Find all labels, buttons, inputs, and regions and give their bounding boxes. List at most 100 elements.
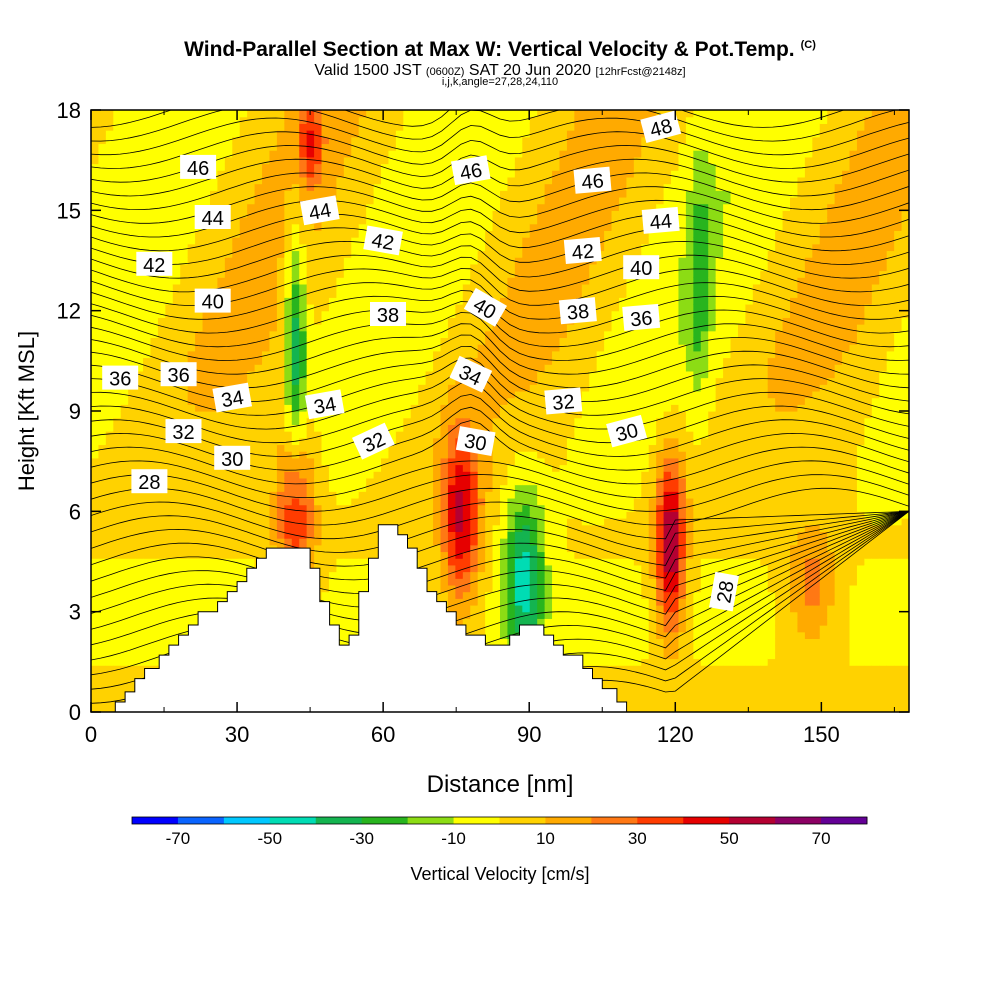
velocity-cell (195, 497, 204, 506)
velocity-cell (425, 257, 434, 265)
velocity-cell (284, 163, 293, 171)
velocity-cell (403, 243, 412, 252)
velocity-cell (321, 303, 330, 312)
velocity-cell (143, 110, 152, 118)
velocity-cell (98, 551, 107, 559)
velocity-cell (128, 217, 137, 225)
velocity-cell (299, 136, 308, 145)
velocity-cell (98, 263, 107, 272)
velocity-cell (113, 578, 122, 586)
velocity-cell (425, 344, 434, 352)
velocity-cell (321, 176, 330, 185)
velocity-cell (165, 625, 174, 633)
velocity-cell (477, 477, 486, 486)
velocity-cell (314, 116, 323, 124)
velocity-cell (418, 551, 427, 559)
velocity-cell (291, 497, 300, 506)
velocity-cell (150, 150, 159, 158)
velocity-cell (247, 370, 256, 379)
velocity-cell (336, 257, 345, 265)
velocity-cell (284, 217, 293, 225)
velocity-cell (187, 330, 196, 339)
velocity-cell (440, 558, 449, 566)
velocity-cell (262, 390, 271, 399)
velocity-cell (358, 404, 367, 412)
velocity-cell (403, 263, 412, 272)
velocity-cell (492, 357, 501, 365)
velocity-cell (165, 551, 174, 559)
velocity-cell (165, 451, 174, 459)
velocity-cell (98, 457, 107, 466)
velocity-cell (157, 223, 166, 231)
velocity-cell (91, 437, 100, 446)
velocity-cell (403, 451, 412, 459)
velocity-cell (120, 237, 129, 245)
velocity-cell (485, 384, 494, 392)
velocity-cell (291, 317, 300, 325)
velocity-cell (433, 544, 442, 553)
velocity-cell (165, 518, 174, 526)
velocity-cell (462, 136, 471, 145)
velocity-cell (269, 377, 278, 385)
velocity-cell (128, 303, 137, 312)
velocity-cell (276, 497, 285, 506)
velocity-cell (254, 297, 263, 305)
velocity-cell (418, 431, 427, 439)
velocity-cell (195, 551, 204, 559)
velocity-cell (425, 330, 434, 339)
velocity-cell (321, 451, 330, 459)
velocity-cell (105, 123, 114, 131)
velocity-cell (209, 471, 219, 479)
velocity-cell (418, 283, 427, 292)
velocity-cell (328, 618, 337, 626)
velocity-cell (254, 544, 263, 553)
velocity-cell (433, 210, 442, 218)
velocity-cell (128, 317, 137, 325)
velocity-cell (366, 518, 375, 526)
velocity-cell (113, 143, 122, 151)
velocity-cell (187, 263, 196, 272)
velocity-cell (440, 290, 449, 298)
velocity-cell (477, 136, 486, 145)
velocity-cell (433, 370, 442, 379)
velocity-cell (172, 584, 181, 593)
velocity-cell (202, 116, 211, 124)
velocity-cell (366, 377, 375, 385)
velocity-cell (105, 183, 114, 191)
velocity-cell (269, 417, 278, 425)
velocity-cell (314, 558, 323, 566)
velocity-cell (321, 357, 330, 365)
velocity-cell (135, 611, 144, 619)
velocity-cell (91, 598, 100, 606)
velocity-cell (462, 484, 471, 492)
velocity-cell (328, 571, 337, 579)
velocity-cell (343, 217, 352, 225)
velocity-cell (410, 136, 419, 145)
velocity-cell (462, 464, 471, 472)
velocity-cell (410, 130, 419, 138)
velocity-cell (239, 263, 248, 272)
velocity-cell (470, 538, 479, 546)
velocity-cell (232, 571, 241, 579)
velocity-cell (105, 457, 114, 466)
velocity-cell (440, 297, 449, 305)
velocity-cell (500, 457, 509, 466)
velocity-cell (269, 504, 278, 512)
velocity-cell (98, 404, 107, 412)
velocity-cell (492, 578, 501, 586)
velocity-cell (98, 625, 107, 633)
velocity-cell (239, 217, 248, 225)
velocity-cell (321, 364, 330, 372)
velocity-cell (157, 350, 166, 359)
velocity-cell (262, 277, 271, 285)
velocity-cell (410, 210, 419, 218)
velocity-cell (470, 317, 479, 325)
velocity-cell (195, 384, 204, 392)
velocity-cell (232, 578, 241, 586)
velocity-cell (373, 411, 382, 419)
velocity-cell (477, 491, 486, 499)
velocity-cell (492, 477, 501, 486)
velocity-cell (262, 237, 271, 245)
velocity-cell (150, 444, 159, 452)
